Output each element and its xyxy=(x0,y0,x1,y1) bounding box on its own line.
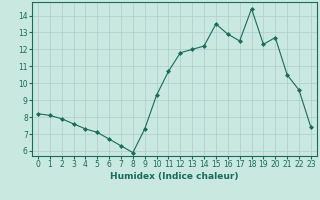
X-axis label: Humidex (Indice chaleur): Humidex (Indice chaleur) xyxy=(110,172,239,181)
